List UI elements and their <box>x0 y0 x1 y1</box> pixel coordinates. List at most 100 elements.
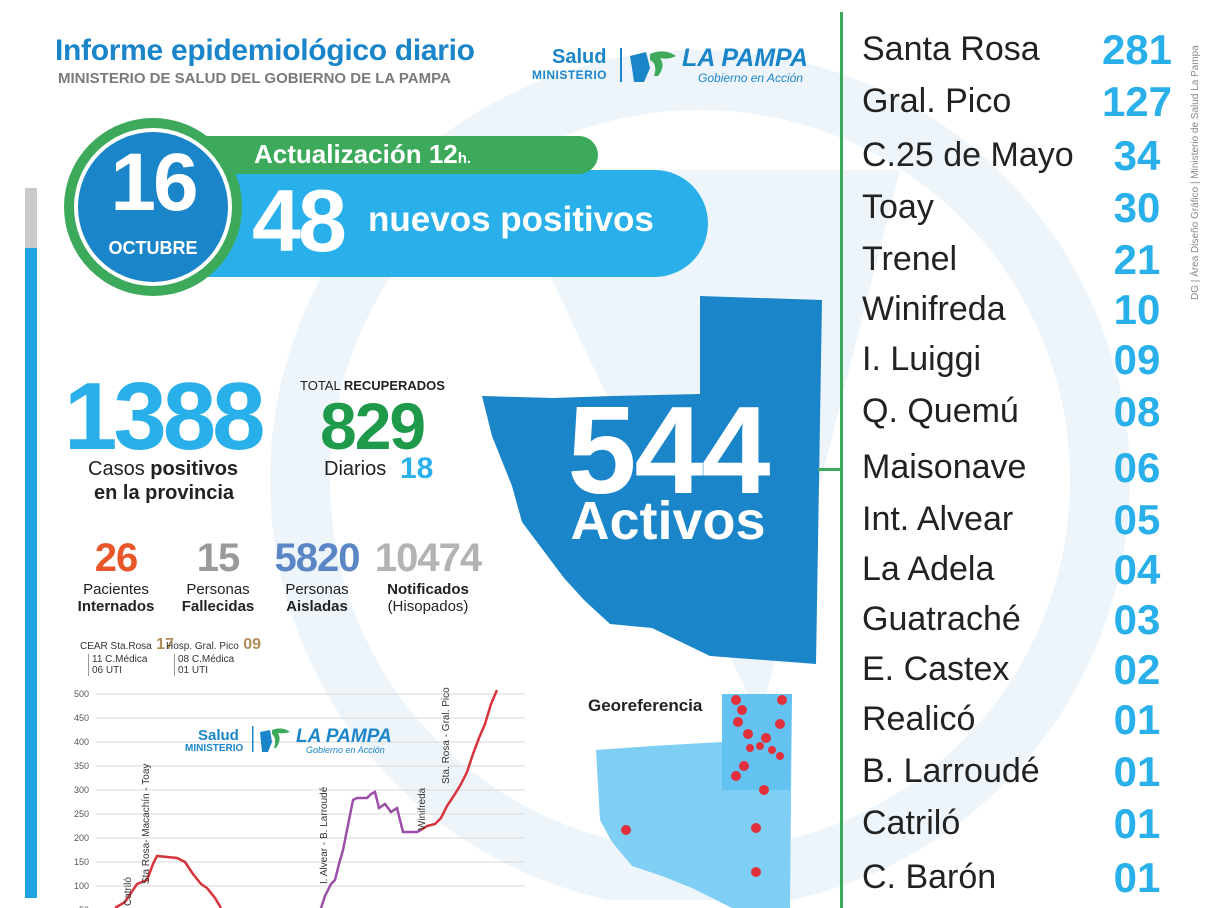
cases-chart: 500 450 400 350 300 250 200 150 100 50 Catriló Sta … <box>74 687 525 908</box>
locality-count: 127 <box>1101 78 1173 125</box>
chart-annotation: Winifreda <box>417 787 428 830</box>
georeference-label: Georeferencia <box>588 696 703 715</box>
update-suffix: h. <box>457 150 472 167</box>
stat-fallecidas: 15 Personas Fallecidas <box>168 536 268 615</box>
list-divider <box>840 12 843 908</box>
left-edge-grey-bar <box>25 188 37 248</box>
total-positive-label-a: Casos <box>88 458 151 480</box>
locality-name: C. Barón <box>862 858 997 896</box>
recovered-count: 829 <box>320 389 426 463</box>
hospital-pico: Hosp. Gral. Pico 09 08 C.Médica 01 UTI <box>166 636 261 676</box>
cear-cm-label: C.Médica <box>105 654 148 665</box>
locality-name: Realicó <box>862 700 976 738</box>
locality-count: 04 <box>1113 546 1161 593</box>
locality-count: 01 <box>1113 696 1161 743</box>
chart-logo-gobierno: Gobierno en Acción <box>306 745 385 755</box>
stat-label-2: Internados <box>77 598 155 615</box>
stat-label-2: (Hisopados) <box>387 598 469 615</box>
stat-label-1: Notificados <box>387 581 469 598</box>
locality-count: 01 <box>1113 854 1161 901</box>
stat-value: 26 <box>94 536 139 580</box>
chart-logo-icon <box>252 726 290 752</box>
page-title: Informe epidemiológico diario <box>55 34 475 67</box>
chart-y-tick: 300 <box>74 785 89 795</box>
stat-value: 5820 <box>274 536 361 580</box>
stat-label-2: Fallecidas <box>181 598 255 615</box>
stat-label-1: Personas <box>285 581 349 598</box>
page-subtitle: MINISTERIO DE SALUD DEL GOBIERNO DE LA P… <box>58 70 451 87</box>
chart-y-tick: 150 <box>74 857 89 867</box>
locality-count: 01 <box>1113 748 1161 795</box>
hosp-uti-label: UTI <box>191 665 209 676</box>
stat-label-2: Aisladas <box>286 598 348 615</box>
locality-name: Gral. Pico <box>862 82 1012 120</box>
date-day: 16 <box>110 137 198 228</box>
chart-y-tick: 450 <box>74 713 89 723</box>
hospital-cear: CEAR Sta.Rosa 17 11 C.Médica 06 UTI <box>80 636 174 676</box>
logo-ministerio-text: MINISTERIO <box>532 68 608 82</box>
stat-internados: 26 Pacientes Internados <box>66 536 166 615</box>
daily-recovered-label: Diarios <box>324 458 387 480</box>
locality-name: Maisonave <box>862 448 1027 486</box>
logo-gobierno-text: Gobierno en Acción <box>698 71 803 85</box>
locality-name: B. Larroudé <box>862 752 1040 790</box>
chart-y-tick: 250 <box>74 809 89 819</box>
logo-la-pampa-text: LA PAMPA <box>682 44 808 72</box>
total-positive-label-2: en la provincia <box>94 482 235 504</box>
hosp-cm-row: 08 C.Médica <box>174 654 261 665</box>
chart-y-tick: 100 <box>74 881 89 891</box>
chart-logo-ministerio: MINISTERIO <box>185 743 244 754</box>
province-map <box>482 296 822 664</box>
active-label: Activos <box>570 491 766 551</box>
locality-name: Santa Rosa <box>862 30 1040 68</box>
total-positive-count: 1388 <box>64 363 266 470</box>
stat-value: 15 <box>196 536 241 580</box>
chart-annotation: Sta Rosa- Macachín - Toay <box>141 764 152 884</box>
date-month: OCTUBRE <box>108 238 198 258</box>
hosp-cm: 08 <box>178 654 190 665</box>
locality-count: 34 <box>1113 132 1161 179</box>
daily-recovered-count: 18 <box>400 452 434 485</box>
chart-annotation: I. Alvear - B. Larroudé <box>319 786 330 884</box>
hosp-label: Hosp. Gral. Pico <box>166 641 239 652</box>
new-positive-label: nuevos positivos <box>368 200 654 239</box>
hosp-uti: 01 <box>178 665 190 676</box>
locality-name: Trenel <box>862 240 958 278</box>
georeference-map <box>596 694 792 908</box>
stat-value: 10474 <box>374 536 482 580</box>
total-positive-label-b: positivos <box>150 458 239 480</box>
update-time: Actualización 12h. <box>254 139 471 170</box>
locality-count: 281 <box>1101 26 1173 73</box>
cear-cm-row: 11 C.Médica <box>88 654 174 665</box>
locality-count: 05 <box>1113 496 1161 543</box>
locality-name: Winifreda <box>862 290 1006 328</box>
chart-logo-la-pampa: LA PAMPA <box>296 726 392 747</box>
hosp-uti-row: 01 UTI <box>174 665 261 676</box>
locality-name: Int. Alvear <box>862 500 1014 538</box>
locality-count: 03 <box>1113 596 1161 643</box>
cear-uti: 06 <box>92 665 104 676</box>
locality-name: I. Luiggi <box>862 340 982 378</box>
chart-y-tick: 350 <box>74 761 89 771</box>
locality-name: Toay <box>862 188 934 226</box>
chart-logo-salud: Salud <box>198 727 239 744</box>
recovered-label-b: RECUPERADOS <box>343 378 445 393</box>
new-positive-count: 48 <box>252 171 347 270</box>
cear-uti-row: 06 UTI <box>88 665 174 676</box>
chart-series-line-late <box>420 689 499 832</box>
date-circle <box>78 132 228 282</box>
stat-aisladas: 5820 Personas Aisladas <box>262 536 372 615</box>
cear-label: CEAR Sta.Rosa <box>80 641 152 652</box>
chart-y-tick: 200 <box>74 833 89 843</box>
logo-salud-text: Salud <box>552 46 607 68</box>
credit-text: DG | Área Diseño Gráfico | Ministerio de… <box>1190 45 1201 300</box>
locality-name: Catriló <box>862 804 961 842</box>
la-pampa-logo-icon <box>620 48 676 82</box>
chart-series-line-early <box>114 854 223 908</box>
locality-count: 02 <box>1113 646 1161 693</box>
stat-label-1: Personas <box>186 581 250 598</box>
left-edge-blue-bar <box>25 248 37 898</box>
active-count: 544 <box>567 382 771 520</box>
cear-cm: 11 <box>92 654 103 665</box>
locality-count: 10 <box>1113 286 1161 333</box>
